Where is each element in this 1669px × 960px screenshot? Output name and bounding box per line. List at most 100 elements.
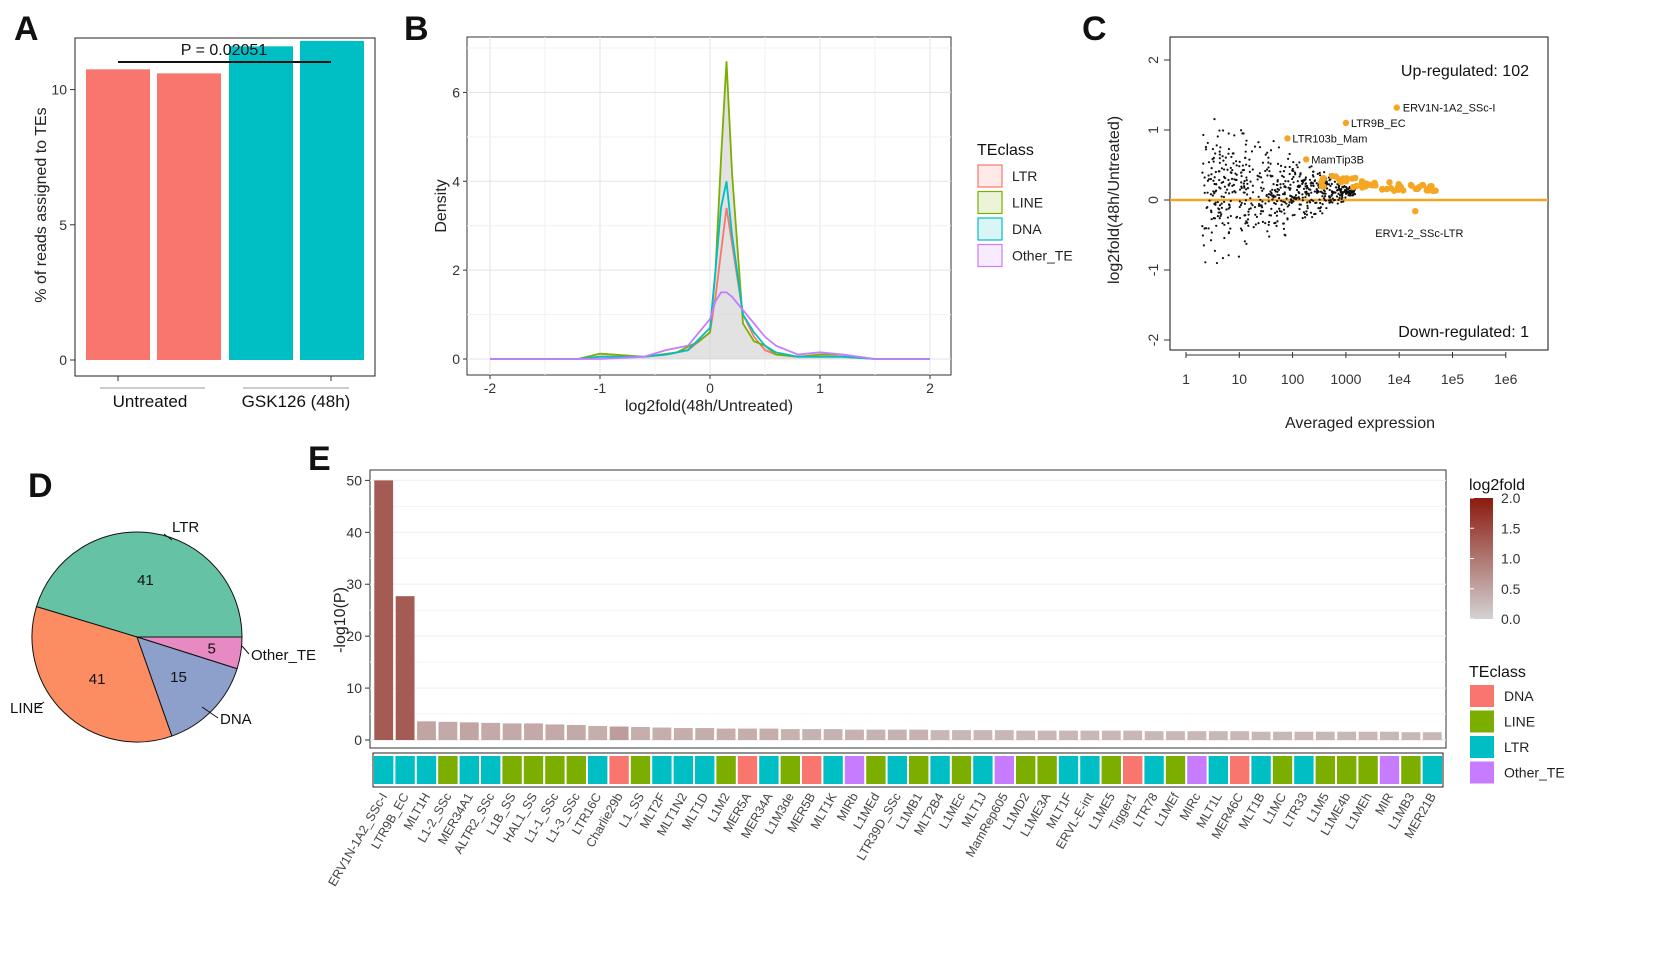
panel-e-bar: [631, 727, 650, 740]
panel-c-point: [1340, 193, 1344, 196]
panel-c-point: [1220, 181, 1223, 184]
panel-c-point: [1303, 212, 1307, 215]
panel-c-point: [1230, 155, 1233, 159]
panel-c-point: [1298, 161, 1301, 164]
panel-c-point: [1207, 227, 1210, 230]
panel-e-class-tile: [502, 756, 522, 784]
panel-d-leader-line: [163, 533, 173, 541]
panel-c-point: [1280, 174, 1284, 177]
panel-e-bar: [1187, 731, 1207, 740]
panel-c-point: [1245, 139, 1248, 142]
panel-c-point: [1264, 169, 1267, 173]
panel-c-point: [1226, 168, 1229, 171]
panel-c-point: [1227, 254, 1230, 257]
panel-c-point: [1221, 257, 1225, 260]
panel-c-point: [1215, 144, 1218, 147]
panel-c-point: [1241, 132, 1244, 135]
panel-c-point: [1275, 210, 1279, 213]
panel-c-point: [1238, 165, 1241, 168]
panel-c-point: [1204, 227, 1208, 230]
panel-c-point: [1219, 187, 1222, 190]
panel-c-point: [1276, 162, 1280, 165]
panel-c-point: [1344, 196, 1347, 199]
panel-c-point: [1233, 134, 1236, 137]
panel-c-point: [1218, 208, 1221, 211]
panel-c-axes: 1 10 100 1000 1e4 1e5 1e6 -2 -1 0 1 2: [1145, 56, 1518, 387]
panel-c-point: [1269, 214, 1273, 217]
panel-d: D 41 5 15 41 LTR Other_TE DNA LINE: [10, 467, 316, 743]
panel-c-point: [1311, 215, 1314, 219]
panel-c-point: [1289, 198, 1293, 201]
panel-c-point: [1220, 167, 1224, 170]
panel-c-point: [1248, 170, 1251, 173]
panel-c-point: [1304, 176, 1307, 179]
panel-e-ytick-label: 30: [346, 576, 362, 592]
panel-c-point: [1351, 191, 1354, 194]
panel-c-point: [1269, 149, 1273, 152]
panel-d-label: D: [28, 467, 53, 505]
panel-c-point: [1226, 216, 1230, 219]
panel-c-point: [1213, 192, 1216, 195]
panel-c-point: [1337, 185, 1340, 188]
panel-c-point: [1273, 211, 1277, 215]
panel-c-point: [1230, 177, 1234, 180]
panel-c-point: [1306, 204, 1309, 208]
panel-c-point: [1288, 172, 1291, 176]
panel-c-point: [1282, 175, 1285, 179]
panel-c-point: [1329, 184, 1332, 188]
panel-c-labeled-point: [1342, 119, 1350, 127]
panel-c-point: [1218, 157, 1221, 160]
panel-e-class-tile: [909, 756, 929, 784]
panel-c-point: [1229, 171, 1232, 174]
panel-a-bar-1: [86, 69, 150, 360]
panel-c-labeled-point: [1284, 135, 1291, 142]
panel-c-point: [1232, 162, 1235, 165]
panel-e-bar: [1016, 730, 1036, 740]
panel-e-fold-legend-title: log2fold: [1469, 477, 1525, 494]
panel-e-class-tile: [1144, 756, 1164, 784]
panel-a-bar-4: [300, 40, 364, 360]
panel-c-point: [1276, 200, 1279, 203]
panel-c-point: [1215, 183, 1218, 186]
panel-e-bar: [1166, 731, 1185, 740]
panel-c-point: [1306, 207, 1309, 210]
panel-e-class-legend-label-ltr: LTR: [1504, 739, 1529, 755]
panel-e-bar: [609, 726, 629, 740]
panel-c-point: [1260, 210, 1263, 213]
panel-d-slice-ltr: [35, 531, 243, 638]
panel-c-point: [1325, 181, 1328, 184]
panel-c-point: [1260, 186, 1263, 189]
panel-c-point: [1240, 229, 1244, 232]
panel-c-point: [1318, 198, 1321, 201]
panel-b-legend-label-ltr: LTR: [1012, 168, 1037, 184]
panel-c-point: [1238, 216, 1242, 220]
panel-e-class-tile: [1358, 756, 1378, 784]
panel-e-ytick-label: 40: [346, 524, 362, 540]
panel-c-point: [1227, 192, 1231, 195]
panel-c-point: [1261, 200, 1264, 203]
panel-c-point: [1300, 179, 1303, 182]
panel-c-point-labels: ERV1N-1A2_SSc-I LTR9B_EC LTR103b_Mam MamTip…: [1284, 103, 1495, 240]
panel-c-point: [1220, 195, 1223, 198]
panel-e-class-tile: [887, 756, 907, 784]
panel-c-point: [1227, 178, 1230, 182]
panel-c-point: [1238, 188, 1242, 191]
panel-e-class-tile: [951, 756, 972, 784]
panel-b-density-curves: [490, 61, 930, 360]
panel-e-class-legend-title: TEclass: [1469, 664, 1526, 681]
panel-c-point: [1248, 158, 1251, 161]
panel-e-bar: [909, 729, 929, 740]
panel-a-group-label-untreated: Untreated: [113, 392, 188, 411]
panel-c-point: [1246, 182, 1249, 185]
panel-c-point: [1291, 177, 1294, 181]
panel-b-legend-label-other_te: Other_TE: [1012, 248, 1073, 264]
panel-d-leader-line: [35, 701, 45, 709]
panel-e-bar: [823, 729, 843, 740]
panel-c-point: [1229, 166, 1232, 170]
panel-c-point: [1277, 197, 1281, 200]
panel-c-point: [1233, 189, 1236, 193]
panel-c-point: [1265, 168, 1269, 171]
panel-c-point: [1214, 170, 1217, 174]
panel-c-point: [1328, 201, 1331, 204]
panel-e-class-tile: [1251, 756, 1271, 784]
